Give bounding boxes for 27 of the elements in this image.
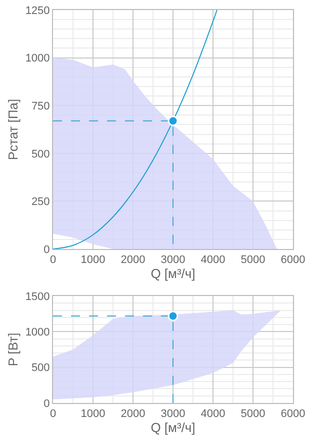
x-axis-title: Q [м³/ч] [150,420,196,436]
x-tick-label: 3000 [160,408,186,420]
x-tick-label: 2000 [120,254,146,266]
y-tick-label: 1000 [25,52,50,65]
x-tick-label: 5000 [240,408,266,420]
y-tick-label: 500 [31,148,50,160]
y-tick-label: 1500 [25,290,50,303]
y-tick-label: 750 [31,100,50,112]
x-tick-label: 1000 [80,254,106,266]
y-tick-label: 1000 [25,326,50,339]
x-tick-label: 2000 [120,408,146,420]
x-tick-label: 1000 [80,408,106,420]
line-series [53,10,218,249]
x-tick-label: 3000 [160,254,186,266]
x-tick-label: 5000 [240,254,266,266]
y-tick-label: 250 [31,196,50,208]
y-axis-title: P [Вт] [5,332,20,366]
x-axis-title: Q [м³/ч] [150,266,196,282]
x-tick-label: 6000 [280,254,306,266]
y-axis-title: Рстат [Па] [5,98,20,160]
y-tick-label: 0 [44,244,50,256]
x-tick-label: 4000 [200,254,226,266]
x-tick-label: 6000 [280,408,306,420]
y-tick-label: 500 [31,362,50,374]
y-tick-label: 0 [44,398,50,410]
x-tick-label: 4000 [200,408,226,420]
y-tick-label: 1250 [25,4,50,17]
